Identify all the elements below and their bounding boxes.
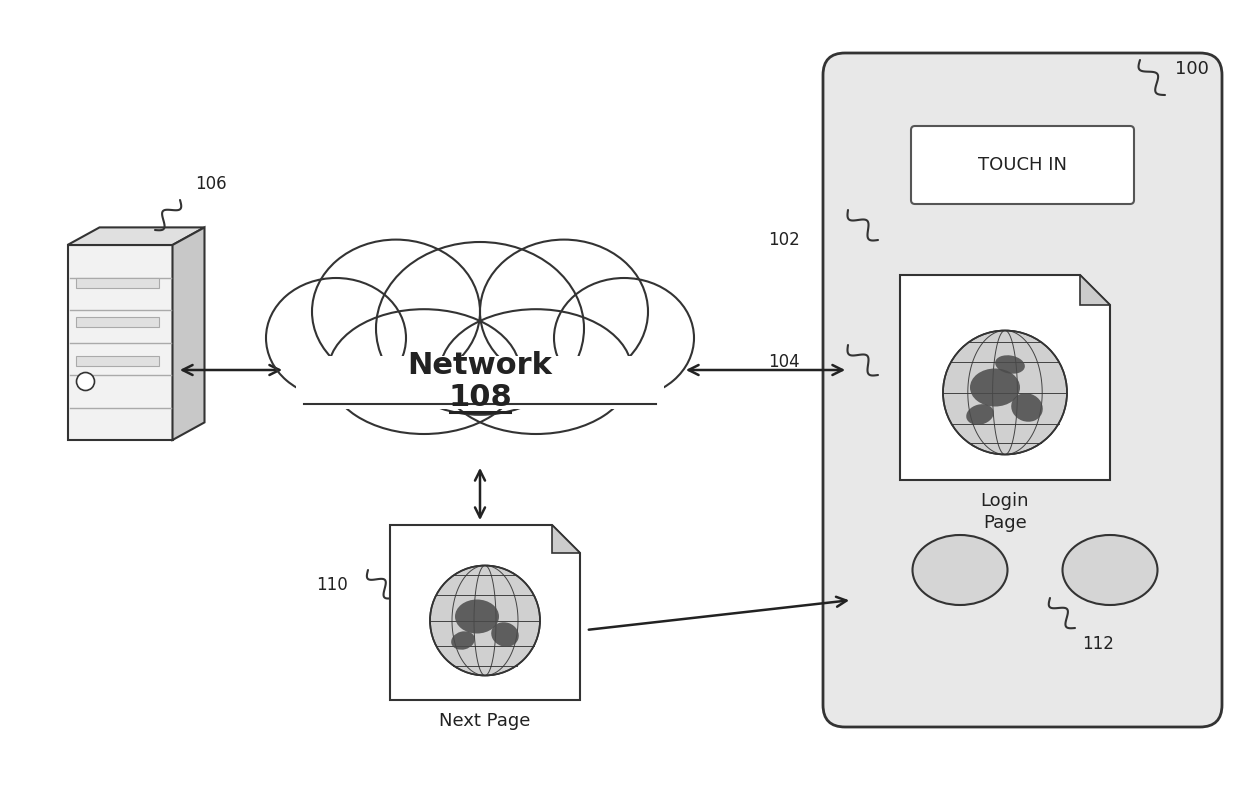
Circle shape xyxy=(942,330,1066,454)
Text: 102: 102 xyxy=(769,231,800,249)
Text: 104: 104 xyxy=(769,353,800,371)
Ellipse shape xyxy=(329,309,520,434)
Text: 112: 112 xyxy=(1083,635,1114,653)
Polygon shape xyxy=(172,227,205,440)
Polygon shape xyxy=(900,275,1110,480)
Ellipse shape xyxy=(1012,393,1043,422)
Ellipse shape xyxy=(312,240,480,384)
Ellipse shape xyxy=(480,240,649,384)
FancyBboxPatch shape xyxy=(76,317,159,327)
Ellipse shape xyxy=(554,278,694,398)
Ellipse shape xyxy=(440,309,632,434)
Ellipse shape xyxy=(376,242,584,414)
Polygon shape xyxy=(67,227,205,245)
Ellipse shape xyxy=(1063,535,1157,605)
FancyBboxPatch shape xyxy=(76,356,159,366)
Text: 110: 110 xyxy=(316,576,348,594)
Text: TOUCH IN: TOUCH IN xyxy=(978,156,1066,174)
Circle shape xyxy=(77,372,94,391)
Ellipse shape xyxy=(451,631,475,649)
FancyBboxPatch shape xyxy=(911,126,1135,204)
Text: 106: 106 xyxy=(195,175,227,193)
Polygon shape xyxy=(1080,275,1110,305)
Ellipse shape xyxy=(267,278,405,398)
Ellipse shape xyxy=(455,599,498,634)
Text: Network: Network xyxy=(408,350,553,380)
Ellipse shape xyxy=(966,404,993,425)
Ellipse shape xyxy=(491,622,518,647)
Polygon shape xyxy=(552,525,580,553)
Polygon shape xyxy=(290,350,670,404)
Text: Next Page: Next Page xyxy=(439,712,531,730)
Text: Login
Page: Login Page xyxy=(981,492,1029,532)
Polygon shape xyxy=(67,245,172,440)
Polygon shape xyxy=(391,525,580,700)
FancyBboxPatch shape xyxy=(823,53,1221,727)
Text: 108: 108 xyxy=(448,384,512,413)
Ellipse shape xyxy=(913,535,1007,605)
Polygon shape xyxy=(296,356,663,409)
Ellipse shape xyxy=(970,368,1021,407)
Ellipse shape xyxy=(996,355,1024,374)
Circle shape xyxy=(430,565,539,676)
Text: 100: 100 xyxy=(1176,60,1209,78)
FancyBboxPatch shape xyxy=(76,278,159,288)
